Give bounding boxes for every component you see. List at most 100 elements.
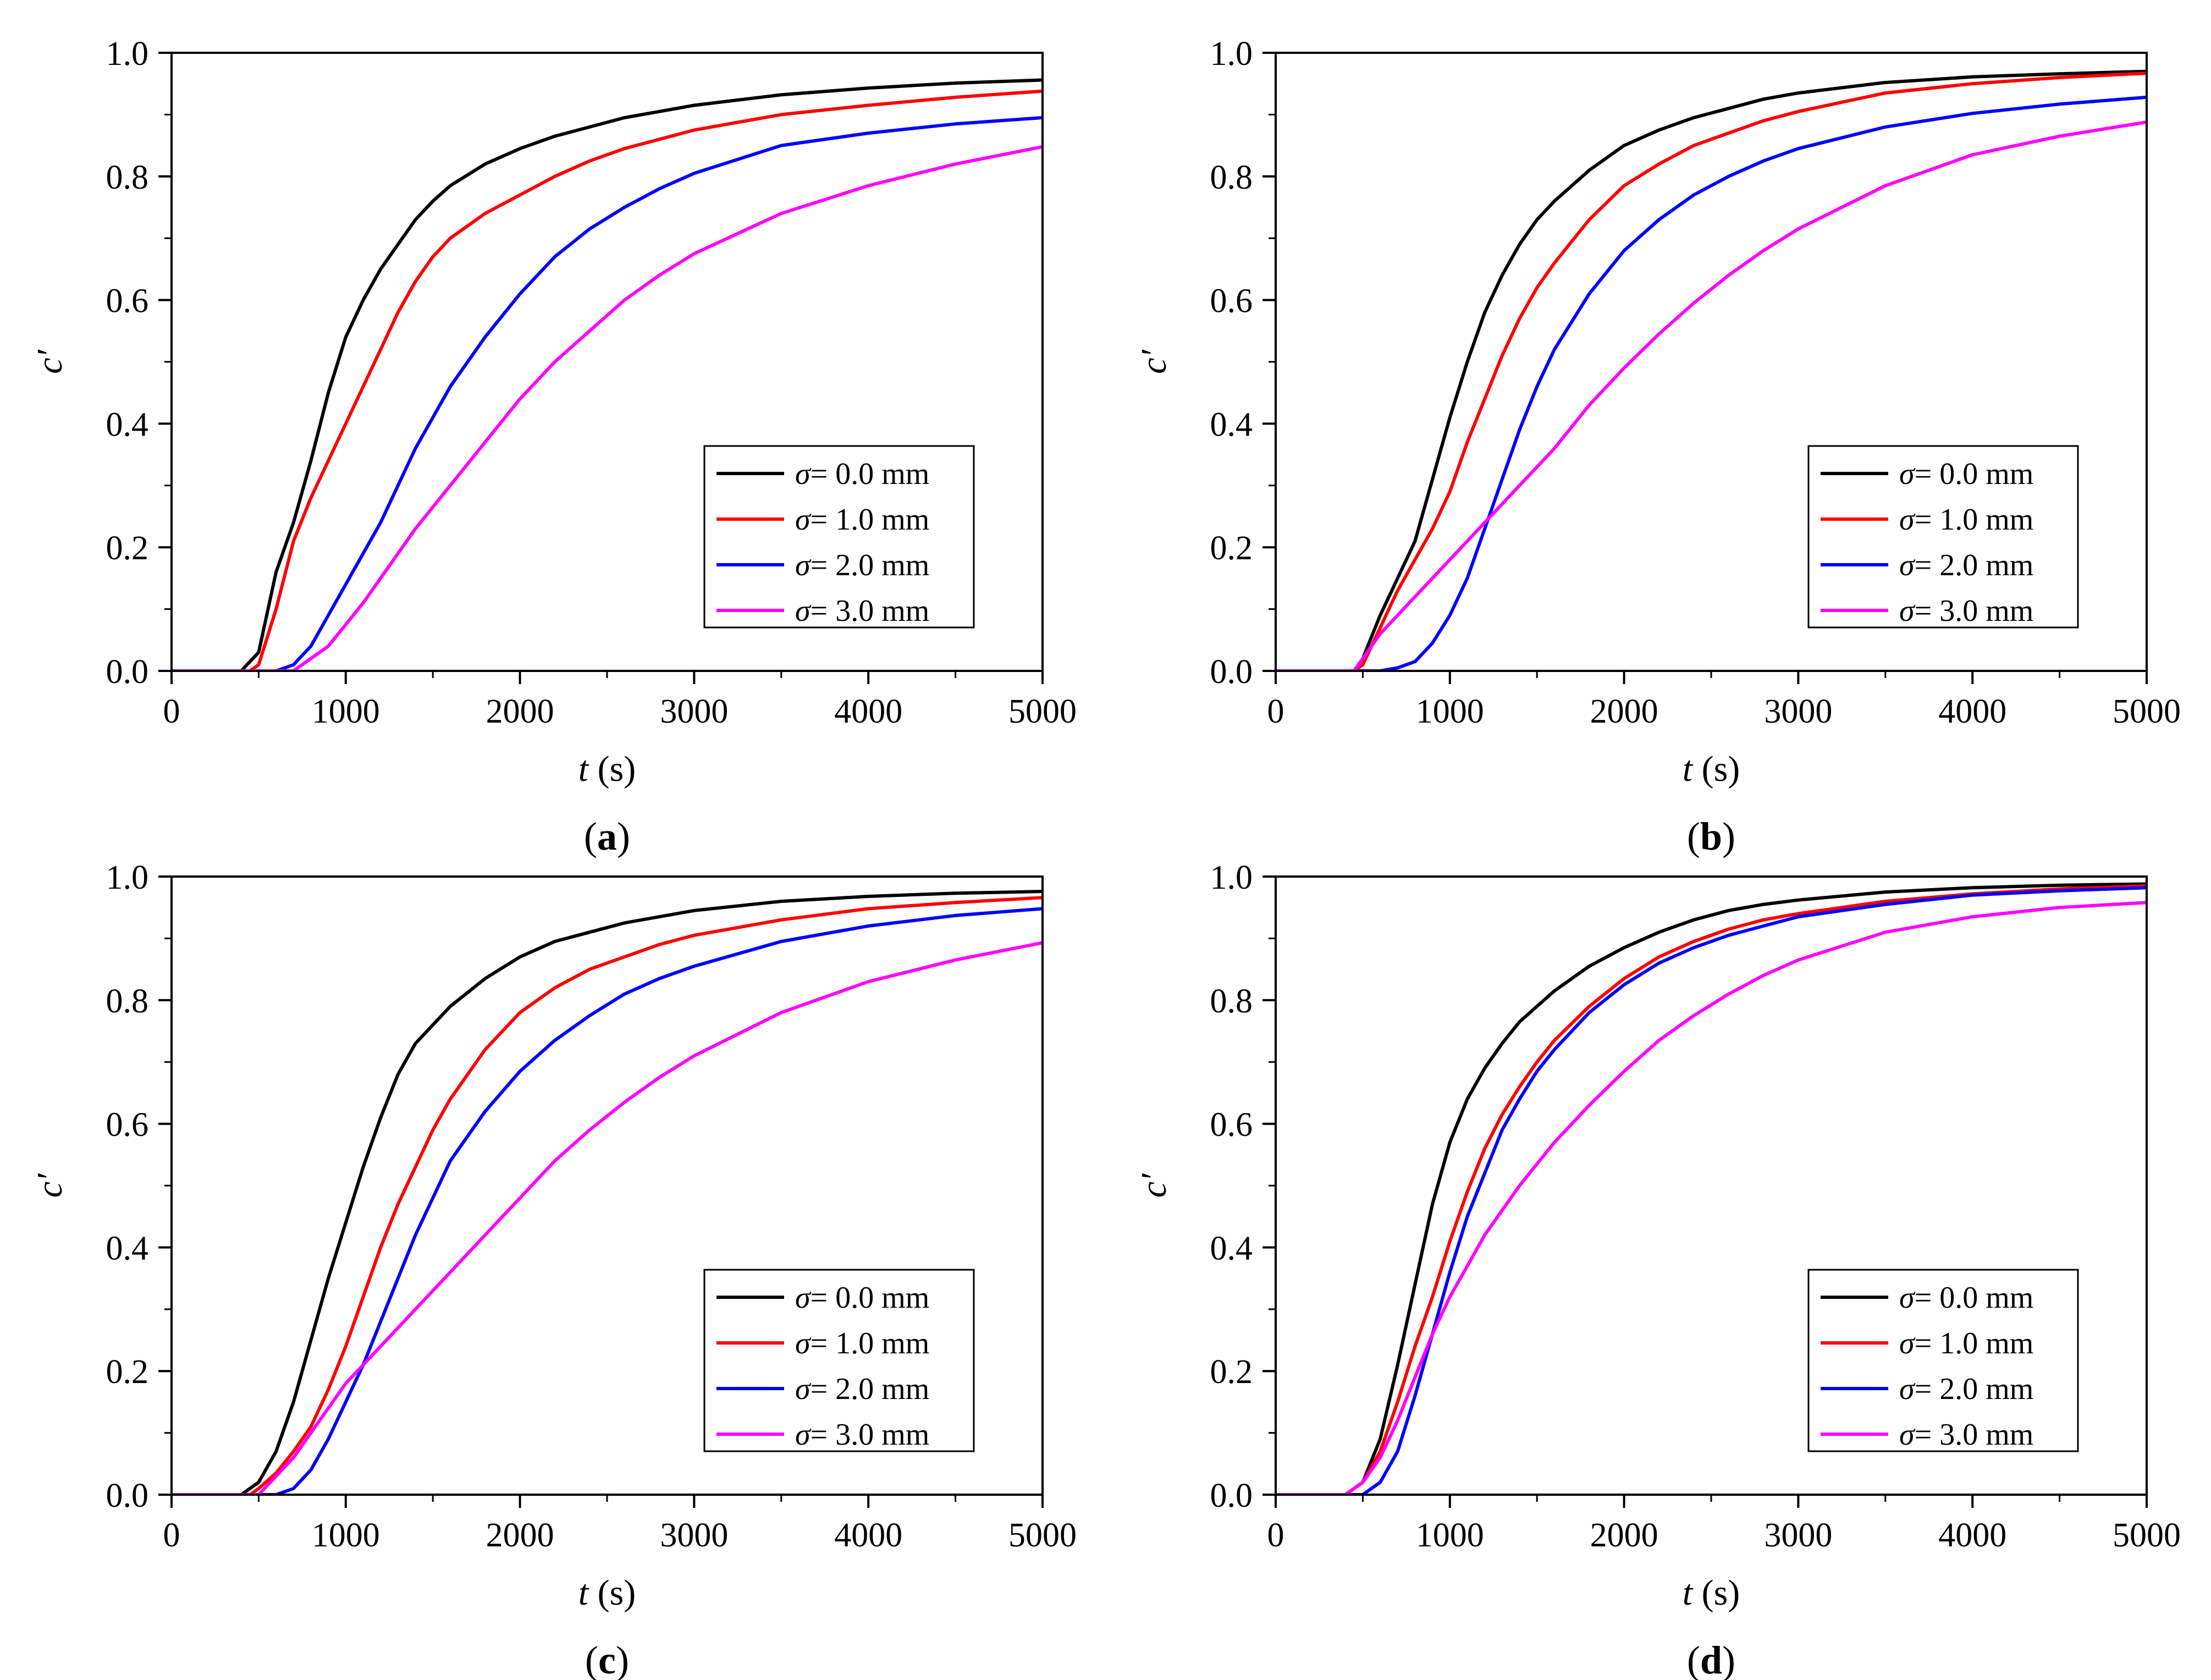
- legend-value: = 3.0 mm: [1915, 594, 2034, 628]
- x-tick-label: 3000: [1764, 693, 1832, 730]
- y-tick-label: 0.8: [106, 983, 149, 1020]
- legend-value: = 2.0 mm: [810, 1372, 930, 1406]
- series-line-2: [172, 89, 1043, 671]
- series-line-4: [172, 941, 1043, 1495]
- legend-value: = 2.0 mm: [1915, 1372, 2034, 1406]
- y-axis-label: c′: [1134, 1173, 1174, 1198]
- legend-sigma: σ: [795, 594, 812, 628]
- y-axis-label: c′: [1134, 349, 1174, 374]
- panel-label: (a): [584, 814, 630, 858]
- legend-sigma: σ: [1899, 503, 1916, 537]
- legend-entry: σ= 1.0 mm: [795, 1326, 929, 1360]
- legend-sigma: σ: [1899, 1326, 1916, 1360]
- x-tick-label: 3000: [660, 1517, 728, 1554]
- x-tick-label: 3000: [660, 693, 728, 730]
- legend-entry: σ= 3.0 mm: [795, 1418, 929, 1452]
- legend-entry: σ= 3.0 mm: [1899, 1418, 2033, 1452]
- panel-label-open: (: [1687, 814, 1700, 858]
- legend-entry: σ= 1.0 mm: [1899, 1326, 2033, 1360]
- x-tick-label: 4000: [834, 1517, 902, 1554]
- x-axis-label-unit: (s): [588, 749, 636, 789]
- series-line-4: [172, 145, 1043, 671]
- legend-sigma: σ: [1899, 594, 1916, 628]
- x-axis-label-unit: (s): [1692, 1573, 1740, 1613]
- y-tick-label: 0.0: [106, 1477, 149, 1514]
- y-tick-label: 0.0: [106, 653, 149, 691]
- x-tick-label: 2000: [1590, 693, 1658, 730]
- series-line-1: [172, 78, 1043, 671]
- legend-entry: σ= 3.0 mm: [795, 594, 929, 628]
- y-tick-label: 0.6: [1210, 1106, 1253, 1144]
- x-tick-label: 0: [163, 1517, 180, 1554]
- legend-sigma: σ: [795, 457, 812, 491]
- series-line-3: [1276, 886, 2147, 1495]
- panel-label-letter: d: [1700, 1638, 1722, 1680]
- y-tick-label: 0.6: [106, 1106, 149, 1144]
- panel-label-close: ): [1722, 1638, 1735, 1680]
- legend-box: [1807, 445, 2079, 629]
- series-line-3: [172, 116, 1043, 671]
- y-axis-label: c′: [30, 1173, 70, 1198]
- legend-sigma: σ: [1899, 457, 1916, 491]
- y-tick-label: 0.8: [1210, 983, 1253, 1020]
- y-tick-label: 1.0: [106, 859, 149, 896]
- x-axis-label-var: t: [578, 1573, 589, 1613]
- legend-box: [1807, 1269, 2079, 1452]
- y-tick-label: 0.2: [1210, 530, 1253, 567]
- legend-entry: σ= 2.0 mm: [795, 1372, 929, 1406]
- legend-value: = 3.0 mm: [810, 594, 930, 628]
- y-axis-label: c′: [30, 349, 70, 374]
- chart-panel-b: 0 1000 2000 3000 4000 5000 0.0 0.2 0.4 0.6 0.8 1.0 t…: [1134, 35, 2181, 858]
- legend-sigma: σ: [795, 503, 812, 537]
- legend-value: = 1.0 mm: [810, 503, 930, 537]
- panel-label-close: ): [1722, 814, 1735, 858]
- legend-value: = 0.0 mm: [1915, 1281, 2034, 1315]
- x-axis-label: t (s): [1683, 1573, 1740, 1613]
- series-line-3: [172, 907, 1043, 1495]
- panel-label-letter: a: [597, 814, 617, 858]
- legend-entry: σ= 3.0 mm: [1899, 594, 2033, 628]
- x-axis-label-var: t: [578, 749, 589, 789]
- x-axis-label-var: t: [1683, 749, 1694, 789]
- legend-sigma: σ: [1899, 1281, 1916, 1315]
- y-tick-label: 0.2: [106, 530, 149, 567]
- legend-entry: σ= 2.0 mm: [1899, 548, 2033, 582]
- legend-value: = 1.0 mm: [810, 1326, 930, 1360]
- x-tick-label: 1000: [1416, 1517, 1484, 1554]
- legend-box: [703, 1269, 975, 1452]
- y-tick-label: 1.0: [1210, 35, 1253, 73]
- y-tick-label: 0.8: [106, 159, 149, 196]
- x-axis-label-var: t: [1683, 1573, 1694, 1613]
- y-tick-label: 0.6: [106, 283, 149, 320]
- legend-sigma: σ: [795, 1418, 812, 1452]
- y-tick-label: 0.6: [1210, 283, 1253, 320]
- legend-entry: σ= 1.0 mm: [1899, 503, 2033, 537]
- y-tick-label: 0.4: [1210, 406, 1253, 443]
- x-axis-label-unit: (s): [588, 1573, 636, 1613]
- y-tick-label: 0.2: [106, 1353, 149, 1391]
- legend-entry: σ= 0.0 mm: [1899, 1281, 2033, 1315]
- x-tick-label: 1000: [312, 693, 380, 730]
- legend-value: = 1.0 mm: [1915, 1326, 2034, 1360]
- legend-value: = 2.0 mm: [810, 548, 930, 582]
- x-tick-label: 5000: [2113, 693, 2181, 730]
- y-tick-label: 0.4: [106, 1230, 149, 1267]
- panel-label-close: ): [617, 814, 630, 858]
- panel-label: (c): [585, 1638, 629, 1680]
- legend-value: = 0.0 mm: [1915, 457, 2034, 491]
- legend-sigma: σ: [795, 1372, 812, 1406]
- panel-label: (d): [1687, 1638, 1735, 1680]
- legend-entry: σ= 0.0 mm: [795, 457, 929, 491]
- x-tick-label: 0: [163, 693, 180, 730]
- x-tick-label: 0: [1267, 1517, 1284, 1554]
- chart-panel-a: 0 1000 2000 3000 4000 5000 0.0 0.2 0.4 0.6 0.8 1.0 t…: [30, 35, 1077, 858]
- panel-label-letter: b: [1700, 814, 1722, 858]
- panel-label-open: (: [584, 814, 597, 858]
- x-axis-label: t (s): [578, 1573, 636, 1613]
- legend-entry: σ= 1.0 mm: [795, 503, 929, 537]
- x-tick-label: 3000: [1764, 1517, 1832, 1554]
- x-tick-label: 2000: [486, 1517, 554, 1554]
- legend-entry: σ= 2.0 mm: [1899, 1372, 2033, 1406]
- y-tick-label: 1.0: [1210, 859, 1253, 896]
